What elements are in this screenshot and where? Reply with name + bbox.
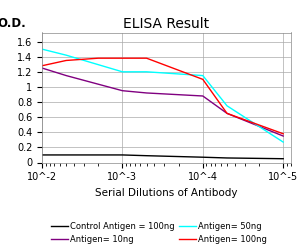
Control Antigen = 100ng	[201, 156, 205, 159]
Control Antigen = 100ng	[225, 156, 229, 160]
Antigen= 100ng	[145, 57, 148, 60]
Line: Antigen= 100ng: Antigen= 100ng	[42, 58, 283, 134]
Line: Antigen= 50ng: Antigen= 50ng	[42, 49, 283, 142]
Title: ELISA Result: ELISA Result	[123, 17, 210, 31]
Antigen= 100ng	[225, 112, 229, 115]
Control Antigen = 100ng	[40, 154, 44, 156]
Antigen= 50ng	[145, 70, 148, 73]
Antigen= 50ng	[281, 140, 285, 143]
Antigen= 100ng	[64, 59, 68, 62]
Antigen= 50ng	[201, 74, 205, 77]
Line: Antigen= 10ng: Antigen= 10ng	[42, 68, 283, 136]
Antigen= 10ng	[281, 134, 285, 138]
Text: O.D.: O.D.	[0, 17, 26, 30]
Antigen= 50ng	[225, 104, 229, 107]
Antigen= 10ng	[64, 74, 68, 77]
Antigen= 50ng	[40, 48, 44, 51]
Control Antigen = 100ng	[64, 154, 68, 156]
Control Antigen = 100ng	[121, 154, 124, 156]
Antigen= 10ng	[225, 112, 229, 115]
X-axis label: Serial Dilutions of Antibody: Serial Dilutions of Antibody	[95, 188, 238, 198]
Line: Control Antigen = 100ng: Control Antigen = 100ng	[42, 155, 283, 159]
Control Antigen = 100ng	[145, 154, 148, 157]
Antigen= 10ng	[201, 94, 205, 98]
Antigen= 50ng	[64, 54, 68, 57]
Antigen= 10ng	[40, 66, 44, 70]
Antigen= 100ng	[281, 132, 285, 135]
Antigen= 10ng	[121, 89, 124, 92]
Control Antigen = 100ng	[281, 157, 285, 160]
Antigen= 100ng	[121, 57, 124, 60]
Legend: Control Antigen = 100ng, Antigen= 10ng, Antigen= 50ng, Antigen= 100ng: Control Antigen = 100ng, Antigen= 10ng, …	[49, 220, 269, 246]
Antigen= 100ng	[201, 78, 205, 81]
Antigen= 100ng	[40, 64, 44, 67]
Antigen= 50ng	[121, 70, 124, 73]
Antigen= 10ng	[145, 92, 148, 94]
Antigen= 100ng	[96, 57, 100, 60]
